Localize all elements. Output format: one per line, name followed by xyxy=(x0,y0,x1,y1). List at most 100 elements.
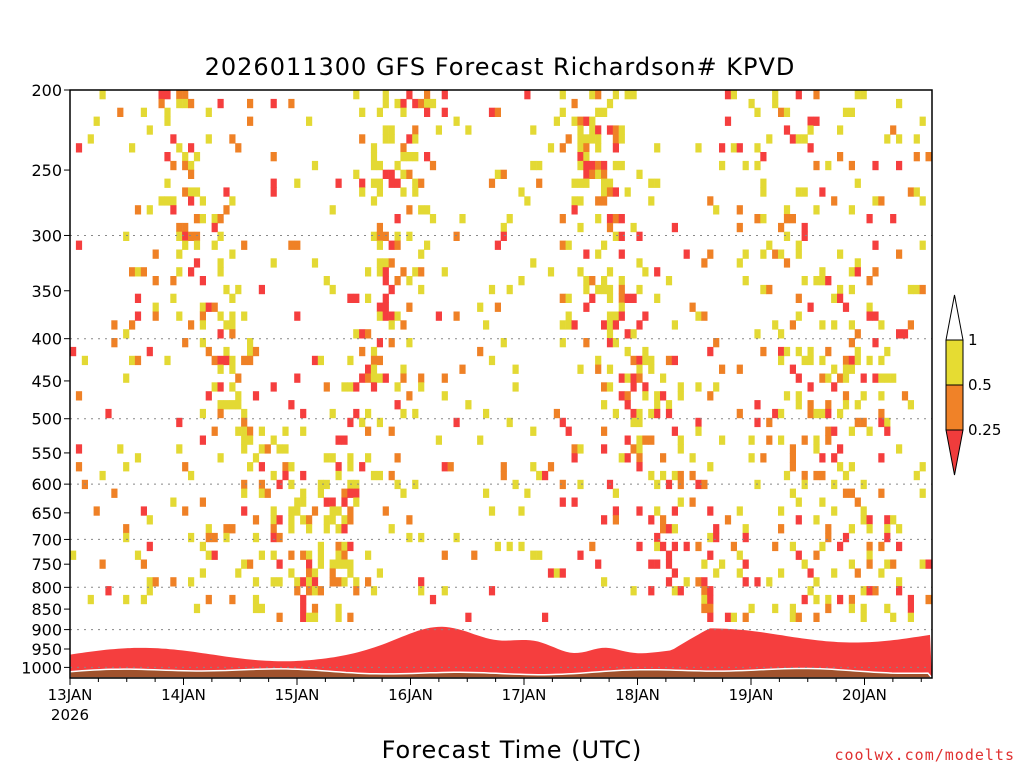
heatmap-cell xyxy=(742,160,749,171)
heatmap-cell xyxy=(99,470,106,481)
heatmap-cell xyxy=(394,98,401,109)
heatmap-cell xyxy=(601,160,608,171)
heatmap-cell xyxy=(795,187,802,197)
heatmap-cell xyxy=(819,470,826,481)
heatmap-cell xyxy=(241,559,248,569)
heatmap-cell xyxy=(618,373,625,383)
heatmap-cell xyxy=(435,435,442,445)
heatmap-cell xyxy=(193,187,201,197)
heatmap-cell xyxy=(217,364,224,374)
heatmap-cell xyxy=(677,586,684,596)
heatmap-cell xyxy=(335,470,342,481)
heatmap-cell xyxy=(471,550,478,560)
heatmap-cell xyxy=(270,577,277,587)
heatmap-cell xyxy=(884,346,891,357)
heatmap-cell xyxy=(795,134,802,144)
heatmap-cell xyxy=(618,160,625,171)
heatmap-cell xyxy=(288,240,295,250)
heatmap-cell xyxy=(241,479,248,490)
heatmap-cell xyxy=(365,577,372,587)
heatmap-cell xyxy=(418,98,425,109)
heatmap-cell xyxy=(382,302,389,312)
heatmap-cell xyxy=(282,426,289,436)
heatmap-cell xyxy=(306,577,313,587)
x-tick-label: 20JAN xyxy=(842,686,887,704)
y-tick-label: 950 xyxy=(31,640,62,659)
heatmap-cell xyxy=(648,178,655,188)
heatmap-cell xyxy=(400,373,407,383)
heatmap-cell xyxy=(211,426,218,436)
heatmap-cell xyxy=(789,364,796,374)
heatmap-cell xyxy=(842,373,850,383)
heatmap-cell xyxy=(406,231,413,241)
heatmap-cell xyxy=(618,391,625,401)
heatmap-cell xyxy=(453,532,460,543)
heatmap-cell xyxy=(695,426,702,436)
heatmap-cell xyxy=(217,329,224,339)
heatmap-cell xyxy=(506,214,513,224)
heatmap-cell xyxy=(300,577,307,587)
heatmap-cell xyxy=(311,355,319,366)
heatmap-cell xyxy=(866,276,873,286)
heatmap-cell xyxy=(146,205,153,215)
heatmap-cell xyxy=(778,355,785,366)
heatmap-cell xyxy=(707,532,714,543)
heatmap-cell xyxy=(123,462,130,472)
heatmap-cell xyxy=(400,488,407,498)
heatmap-cell xyxy=(494,169,501,179)
heatmap-cell xyxy=(199,320,206,330)
heatmap-cell xyxy=(205,302,212,312)
heatmap-cell xyxy=(642,435,649,445)
y-tick-label: 850 xyxy=(31,600,62,619)
heatmap-cell xyxy=(524,488,531,498)
heatmap-cell xyxy=(872,311,879,321)
heatmap-cell xyxy=(105,586,112,596)
heatmap-cell xyxy=(719,143,726,153)
heatmap-cell xyxy=(789,453,796,463)
heatmap-cell xyxy=(766,435,773,445)
heatmap-cell xyxy=(783,205,791,215)
heatmap-cell xyxy=(831,364,838,374)
heatmap-cell xyxy=(335,178,342,188)
heatmap-cell xyxy=(583,302,590,312)
heatmap-cell xyxy=(583,134,590,144)
heatmap-cell xyxy=(241,355,248,366)
heatmap-cell xyxy=(146,577,153,587)
heatmap-cell xyxy=(848,364,855,374)
heatmap-cell xyxy=(713,382,720,392)
heatmap-cell xyxy=(825,346,832,357)
heatmap-cell xyxy=(606,178,614,188)
heatmap-cell xyxy=(577,134,584,144)
heatmap-cell xyxy=(896,329,903,339)
heatmap-cell xyxy=(848,267,855,277)
heatmap-cell xyxy=(559,568,566,578)
x-tick-label: 18JAN xyxy=(615,686,660,704)
heatmap-cell xyxy=(406,338,413,348)
y-tick-label: 650 xyxy=(31,504,62,523)
heatmap-cell xyxy=(370,152,378,162)
heatmap-cell xyxy=(606,320,614,330)
heatmap-cell xyxy=(583,116,590,126)
heatmap-cell xyxy=(182,187,189,197)
heatmap-cell xyxy=(229,329,236,339)
heatmap-cell xyxy=(654,143,661,153)
heatmap-cell xyxy=(300,594,307,605)
heatmap-cell xyxy=(335,559,342,569)
heatmap-cell xyxy=(636,444,643,454)
heatmap-cell xyxy=(188,470,195,481)
heatmap-cell xyxy=(783,125,791,135)
heatmap-cell xyxy=(559,90,566,100)
heatmap-cell xyxy=(559,338,566,348)
heatmap-cell xyxy=(164,196,171,206)
heatmap-cell xyxy=(689,453,696,463)
heatmap-cell xyxy=(577,550,584,560)
heatmap-cell xyxy=(247,462,254,472)
heatmap-cell xyxy=(583,169,590,179)
heatmap-cell xyxy=(353,577,360,587)
heatmap-cell xyxy=(182,90,189,100)
heatmap-cell xyxy=(872,267,879,277)
heatmap-cell xyxy=(199,568,206,578)
heatmap-cell xyxy=(400,107,407,117)
heatmap-cell xyxy=(199,196,206,206)
heatmap-cell xyxy=(412,125,419,135)
